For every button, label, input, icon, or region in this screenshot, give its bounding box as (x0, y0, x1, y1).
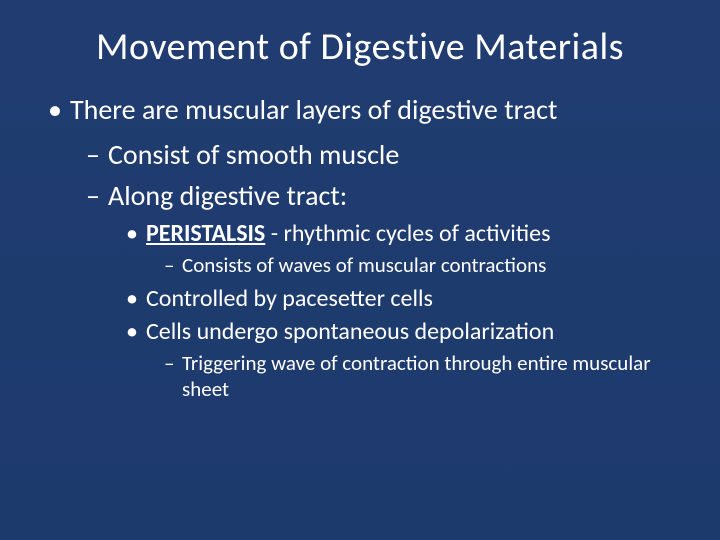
bullet-lvl3: Controlled by pacesetter cells (126, 284, 672, 313)
slide: Movement of Digestive Materials There ar… (0, 0, 720, 540)
bullet-lvl4: Triggering wave of contraction through e… (164, 350, 672, 402)
slide-title: Movement of Digestive Materials (48, 24, 672, 70)
bullet-lvl4: Consists of waves of muscular contractio… (164, 252, 672, 278)
bullet-lvl1: There are muscular layers of digestive t… (48, 92, 672, 127)
bullet-lvl3-peristalsis: PERISTALSIS - rhythmic cycles of activit… (126, 219, 672, 248)
bullet-lvl3: Cells undergo spontaneous depolarization (126, 317, 672, 346)
bullet-lvl2: Consist of smooth muscle (86, 137, 672, 172)
term-peristalsis: PERISTALSIS (146, 219, 265, 248)
term-rest: rhythmic cycles of activities (283, 219, 550, 248)
term-dash: - (265, 219, 283, 248)
bullet-lvl2: Along digestive tract: (86, 178, 672, 213)
